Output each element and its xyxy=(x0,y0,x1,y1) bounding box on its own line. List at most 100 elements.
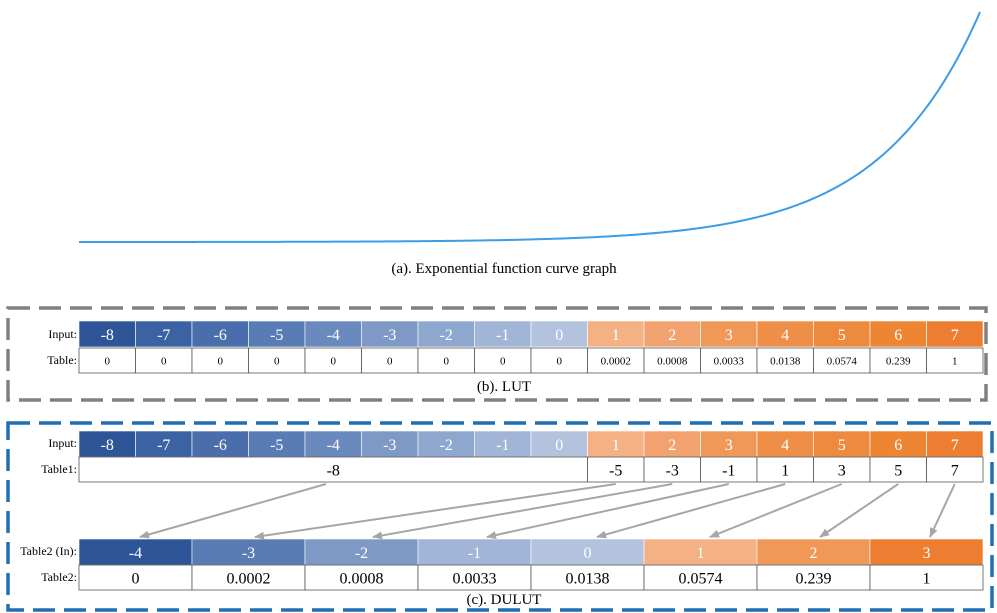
lut-table-cell xyxy=(78,347,136,374)
lut-input-cell xyxy=(869,320,927,348)
mapping-arrow xyxy=(139,483,327,539)
lut-table-value: 0 xyxy=(500,355,506,367)
lut-table-value: 0 xyxy=(161,355,167,367)
lut-input-cell xyxy=(643,320,701,348)
dulut-cells: -8 -7 -6 -5 -4 -3 -2 -1 0 1 2 3 4 5 6 7 -8 -5 -3 -1 1 3 5 7 -4 -3… xyxy=(78,430,984,591)
dulut-table2-in-value: -3 xyxy=(242,545,255,562)
lut-table-cell xyxy=(813,347,871,374)
lut-input-value: -3 xyxy=(383,327,396,344)
dulut-table1-value: 5 xyxy=(894,462,902,479)
dulut-table2-in-value: 0 xyxy=(584,545,592,562)
mapping-arrow xyxy=(819,483,899,538)
dulut-table2-value: 0.239 xyxy=(796,570,832,587)
dulut-table2-cell xyxy=(643,564,758,591)
lut-table-cell xyxy=(304,347,362,374)
lut-table-value: 0.0008 xyxy=(657,355,688,367)
lut-border xyxy=(6,306,988,402)
lut-input-cell xyxy=(530,320,588,348)
dulut-input-value: -5 xyxy=(270,437,283,454)
lut-table-cell xyxy=(926,347,984,374)
mapping-arrows xyxy=(139,483,956,540)
dulut-table2-in-value: 3 xyxy=(923,545,931,562)
dulut-input-cell xyxy=(926,430,984,458)
dulut-table1-cell xyxy=(926,456,984,483)
lut-table-value: 0.0574 xyxy=(827,355,858,367)
mapping-arrow xyxy=(596,483,786,539)
dulut-input-cell xyxy=(587,430,645,458)
lut-input-label: Input: xyxy=(48,327,77,341)
lut-input-cell xyxy=(135,320,193,348)
lut-table-value: 0 xyxy=(387,355,393,367)
dulut-table1-cell xyxy=(813,456,871,483)
lut-input-value: 7 xyxy=(951,327,959,344)
dulut-input-value: 0 xyxy=(555,437,563,454)
dulut-table2-in-cell xyxy=(756,538,871,566)
lut-table-value: 0.239 xyxy=(886,355,911,367)
dulut-input-value: 3 xyxy=(725,437,733,454)
lut-input-value: -8 xyxy=(101,327,114,344)
dulut-table2-cell xyxy=(304,564,419,591)
dulut-table2-in-cell xyxy=(304,538,419,566)
dulut-table1-value: 3 xyxy=(838,462,846,479)
dulut-input-cell xyxy=(248,430,306,458)
dulut-table2-value: 0.0002 xyxy=(227,570,271,587)
dulut-table2-cell xyxy=(530,564,645,591)
lut-input-cell xyxy=(191,320,249,348)
dulut-input-value: -7 xyxy=(157,437,170,454)
dulut-input-value: 5 xyxy=(838,437,846,454)
lut-table-cell xyxy=(643,347,701,374)
lut-table-value: 0 xyxy=(331,355,337,367)
lut-input-value: -4 xyxy=(327,327,340,344)
dulut-input-cell xyxy=(135,430,193,458)
lut-input-cell xyxy=(926,320,984,348)
lut-table-value: 0 xyxy=(444,355,450,367)
dulut-table2-label: Table2: xyxy=(41,570,77,584)
lut-cells: -8 -7 -6 -5 -4 -3 -2 -1 0 1 2 3 4 5 6 7 0 0 0 0 0 0 0 0 0 0.0002 0… xyxy=(78,320,984,374)
lut-table-cell xyxy=(869,347,927,374)
lut-table-cell xyxy=(417,347,475,374)
lut-input-cell xyxy=(756,320,814,348)
dulut-input-value: -4 xyxy=(327,437,340,454)
lut-table-cell xyxy=(248,347,306,374)
lut-table-cell xyxy=(135,347,193,374)
mapping-arrow xyxy=(254,483,616,540)
dulut-table2-value: 0.0138 xyxy=(566,570,610,587)
dulut-table1-value: -1 xyxy=(722,462,735,479)
lut-table-cell xyxy=(474,347,532,374)
lut-table-label: Table: xyxy=(47,353,77,367)
lut-input-value: 0 xyxy=(555,327,563,344)
dulut-table2-value: 0 xyxy=(132,570,140,587)
lut-input-value: 1 xyxy=(612,327,620,344)
lut-table-value: 0 xyxy=(218,355,224,367)
lut-table-value: 0.0033 xyxy=(714,355,745,367)
dulut-input-value: 1 xyxy=(612,437,620,454)
lut-input-value: -2 xyxy=(440,327,453,344)
dulut-table2-in-value: 2 xyxy=(810,545,818,562)
lut-input-cell xyxy=(361,320,419,348)
dulut-input-value: 6 xyxy=(894,437,902,454)
dulut-table1-value: -5 xyxy=(609,462,622,479)
dulut-input-value: -6 xyxy=(214,437,227,454)
lut-input-value: -5 xyxy=(270,327,283,344)
lut-table-value: 0.0002 xyxy=(601,355,631,367)
lut-table-cell xyxy=(191,347,249,374)
dulut-table2-in-value: -1 xyxy=(468,545,481,562)
dulut-table2-in-cell xyxy=(643,538,758,566)
lut-input-cell xyxy=(587,320,645,348)
lut-input-value: -1 xyxy=(496,327,509,344)
dulut-caption: (c). DULUT xyxy=(467,592,542,608)
mapping-arrow xyxy=(372,483,673,540)
dulut-input-value: 7 xyxy=(951,437,959,454)
lut-table-value: 0 xyxy=(274,355,280,367)
lut-table-value: 0.0138 xyxy=(770,355,801,367)
exponential-curve xyxy=(79,11,981,243)
dulut-table2-in-cell xyxy=(191,538,306,566)
dulut-table1-cell xyxy=(700,456,758,483)
mapping-arrow xyxy=(709,483,843,538)
dulut-table2-in-value: 1 xyxy=(697,545,705,562)
dulut-table2-cell xyxy=(417,564,532,591)
lut-input-value: -6 xyxy=(214,327,227,344)
dulut-input-value: -2 xyxy=(440,437,453,454)
dulut-table1-cell xyxy=(643,456,701,483)
dulut-table2-value: 0.0008 xyxy=(340,570,384,587)
